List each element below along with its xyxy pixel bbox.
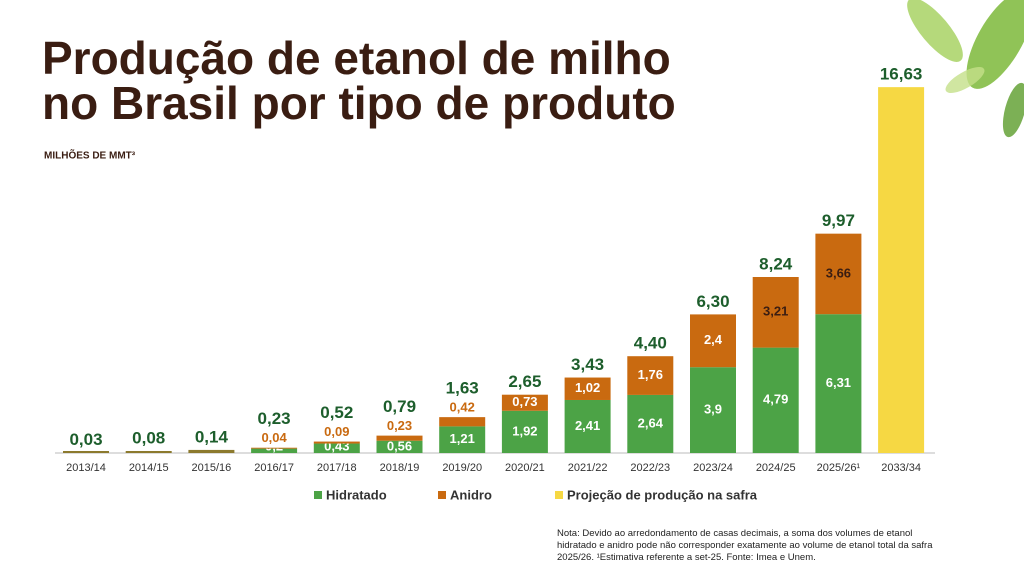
total-label: 0,79 xyxy=(383,397,416,416)
x-tick-label: 2023/24 xyxy=(693,462,733,474)
total-label: 0,52 xyxy=(320,403,353,422)
total-label: 6,30 xyxy=(696,292,729,311)
total-label: 1,63 xyxy=(446,379,479,398)
bar-segment xyxy=(439,417,486,427)
bar-segment xyxy=(376,435,423,441)
total-label: 8,24 xyxy=(759,254,793,273)
x-tick-label: 2025/26¹ xyxy=(817,462,861,474)
segment-label: 1,02 xyxy=(575,380,600,395)
total-label: 0,14 xyxy=(195,427,229,446)
bar-segment xyxy=(501,394,548,411)
segment-label: 0,23 xyxy=(387,418,412,433)
segment-label: 3,9 xyxy=(704,402,722,417)
x-tick-label: 2017/18 xyxy=(317,462,357,474)
bar-segment xyxy=(313,443,360,453)
unit-label: MILHÕES DE MMT³ xyxy=(44,149,136,162)
bar xyxy=(125,451,172,453)
segment-label: 6,31 xyxy=(826,375,851,390)
total-label: 0,23 xyxy=(258,409,291,428)
x-tick-label: 2021/22 xyxy=(568,462,608,474)
segment-label: 1,76 xyxy=(638,367,663,382)
total-label: 0,08 xyxy=(132,429,165,448)
bar-segment xyxy=(752,277,799,348)
segment-label: 2,64 xyxy=(638,415,664,430)
bar-segment xyxy=(878,87,925,453)
x-tick-label: 2015/16 xyxy=(192,462,232,474)
segment-label: 0,42 xyxy=(450,400,475,415)
chart-title: Produção de etanol de milho xyxy=(42,32,671,84)
segment-label: 0,09 xyxy=(324,424,349,439)
bar-segment xyxy=(690,314,736,368)
segment-label: 2,41 xyxy=(575,418,600,433)
segment-label: 0,04 xyxy=(261,430,287,445)
total-label: 2,65 xyxy=(508,372,541,391)
bar-segment xyxy=(251,447,298,449)
bar xyxy=(63,451,109,453)
bar-segment xyxy=(501,410,548,453)
bar-segment xyxy=(627,356,674,395)
total-label: 9,97 xyxy=(822,211,855,230)
bar-segment xyxy=(376,440,423,453)
x-tick-label: 2018/19 xyxy=(380,462,420,474)
total-label: 3,43 xyxy=(571,355,604,374)
bar-segment xyxy=(752,347,799,453)
legend-swatch xyxy=(438,491,446,499)
segment-label: 0,73 xyxy=(512,394,537,409)
x-tick-label: 2019/20 xyxy=(442,462,482,474)
bar-segment xyxy=(815,314,862,453)
legend-label: Anidro xyxy=(450,487,492,502)
segment-label: 0,2 xyxy=(265,438,283,453)
legend-swatch xyxy=(555,491,563,499)
x-tick-label: 2024/25 xyxy=(756,462,796,474)
segment-label: 1,92 xyxy=(512,423,537,438)
x-tick-label: 2020/21 xyxy=(505,462,545,474)
bar xyxy=(188,449,235,453)
x-tick-label: 2033/34 xyxy=(881,462,921,474)
bar-segment xyxy=(815,233,862,315)
bar-segment xyxy=(564,399,611,453)
segment-label: 0,43 xyxy=(324,438,349,453)
chart-title: no Brasil por tipo de produto xyxy=(42,77,676,129)
legend-label: Hidratado xyxy=(326,487,387,502)
x-tick-label: 2014/15 xyxy=(129,462,169,474)
x-tick-label: 2022/23 xyxy=(630,462,670,474)
bar-segment xyxy=(251,448,298,453)
x-tick-label: 2013/14 xyxy=(66,462,106,474)
legend-label: Projeção de produção na safra xyxy=(567,487,758,502)
segment-label: 3,21 xyxy=(763,304,788,319)
segment-label: 1,21 xyxy=(450,431,475,446)
bar-segment xyxy=(690,367,736,453)
bar-segment xyxy=(313,441,360,444)
segment-label: 4,79 xyxy=(763,392,788,407)
bar-segment xyxy=(627,394,674,453)
x-tick-label: 2016/17 xyxy=(254,462,294,474)
bar-segment xyxy=(564,377,611,400)
bar-segment xyxy=(439,426,486,453)
legend-swatch xyxy=(314,491,322,499)
total-label: 16,63 xyxy=(880,65,923,84)
note: Nota: Devido ao arredondamento de casas … xyxy=(557,528,933,563)
total-label: 4,40 xyxy=(634,334,667,353)
segment-label: 0,56 xyxy=(387,438,412,453)
segment-label: 2,4 xyxy=(704,332,723,347)
leaf-decoration xyxy=(907,0,1024,138)
total-label: 0,03 xyxy=(69,430,102,449)
segment-label: 3,66 xyxy=(826,265,851,280)
